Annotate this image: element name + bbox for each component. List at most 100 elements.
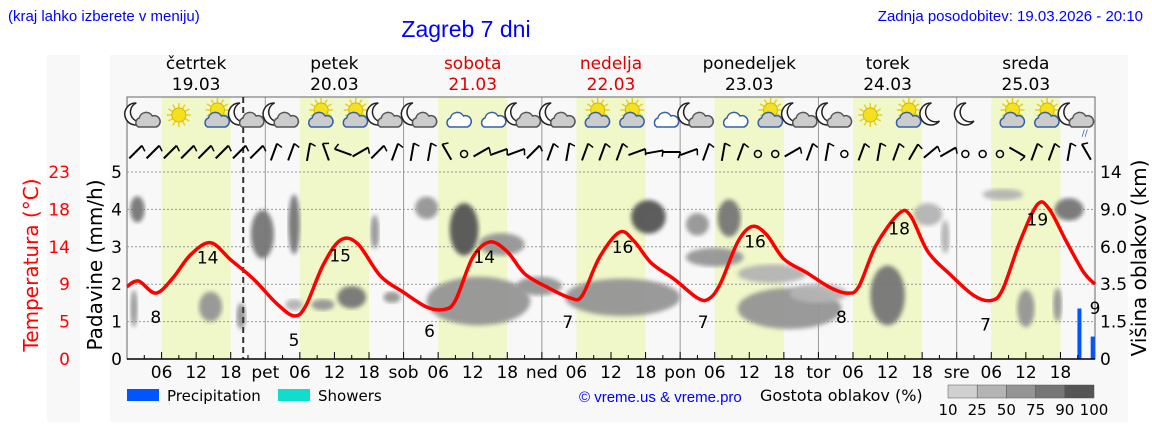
cloud-height-tick: 3.5 bbox=[1100, 275, 1127, 295]
wind-barb-icon bbox=[287, 142, 300, 161]
cloud-shape bbox=[411, 111, 438, 128]
sun-ray bbox=[863, 104, 868, 110]
barb-shaft bbox=[352, 146, 369, 158]
barb-feather bbox=[677, 151, 682, 159]
temp-label: 6 bbox=[424, 322, 435, 342]
sun-ray bbox=[603, 112, 609, 117]
wind-barb-icon bbox=[565, 142, 576, 162]
barb-shaft bbox=[215, 144, 230, 160]
cloud-shape bbox=[515, 111, 542, 128]
barb-feather bbox=[293, 142, 300, 149]
wind-barb-icon bbox=[232, 144, 250, 160]
barb-shaft bbox=[232, 144, 247, 160]
moon-crescent bbox=[953, 102, 975, 126]
sun-ray bbox=[898, 103, 904, 108]
wind-barb-icon bbox=[581, 142, 594, 161]
sun-ray bbox=[184, 108, 190, 113]
density-level: 25 bbox=[968, 401, 987, 419]
sun-ray bbox=[586, 103, 593, 108]
cloud-shape bbox=[238, 111, 265, 128]
wind-barb-icon bbox=[876, 142, 887, 162]
calm-wind-icon bbox=[995, 149, 1005, 159]
density-level: 100 bbox=[1080, 401, 1109, 419]
sun-ray bbox=[763, 99, 768, 105]
moon-icon bbox=[953, 102, 975, 126]
barb-shaft bbox=[736, 143, 745, 161]
cloud-shape bbox=[895, 111, 922, 128]
sun-ray bbox=[1015, 99, 1020, 105]
moon-cloud-icon bbox=[815, 102, 853, 128]
barb-feather bbox=[812, 142, 819, 149]
cloud-cell bbox=[717, 199, 741, 237]
x-tick-label: 18 bbox=[220, 363, 242, 383]
barb-shaft bbox=[615, 143, 624, 161]
sun-cloud-rain-icon bbox=[1034, 98, 1060, 128]
barb-feather bbox=[488, 147, 492, 154]
cloud-shape bbox=[999, 111, 1026, 128]
temp-label: 7 bbox=[980, 315, 991, 335]
sun-ray bbox=[361, 103, 367, 108]
temp-label: 18 bbox=[888, 219, 910, 239]
temp-label: 16 bbox=[744, 232, 766, 252]
barb-shaft bbox=[441, 143, 453, 161]
barb-feather bbox=[917, 143, 923, 150]
barb-shaft bbox=[923, 145, 939, 159]
barb-feather bbox=[334, 143, 340, 150]
cloud-cell bbox=[982, 188, 1023, 201]
density-swatch bbox=[1035, 384, 1066, 399]
barb-shaft bbox=[1047, 143, 1056, 161]
sun-icon bbox=[858, 103, 883, 127]
wind-barb-icon bbox=[334, 143, 352, 157]
cloud-density-legend: 10 25 50 75 90 100 bbox=[938, 384, 1109, 419]
barb-shaft bbox=[628, 147, 646, 157]
barb-feather bbox=[193, 145, 198, 152]
cloud-cell bbox=[789, 284, 848, 303]
location-hint[interactable]: (kraj lahko izberete v meniju) bbox=[8, 8, 200, 25]
precip-tick: 5 bbox=[111, 163, 122, 183]
barb-shaft bbox=[249, 144, 264, 160]
sun-cloud-rain-icon bbox=[999, 98, 1026, 128]
density-level: 10 bbox=[938, 401, 957, 419]
barb-shaft bbox=[679, 147, 698, 157]
wind-barb-icon bbox=[215, 144, 232, 160]
x-tick-label: 12 bbox=[462, 363, 484, 383]
cloud-cell bbox=[870, 265, 905, 326]
sun-ray bbox=[875, 108, 882, 113]
barb-feather bbox=[568, 142, 576, 147]
sun-ray bbox=[1049, 99, 1054, 105]
temp-label: 8 bbox=[836, 308, 847, 328]
barb-feather bbox=[587, 142, 594, 149]
copyright-link[interactable]: © vreme.us & vreme.pro bbox=[579, 389, 742, 406]
barb-feather bbox=[553, 142, 559, 149]
daylight-band bbox=[161, 97, 231, 359]
sun-ray bbox=[1052, 112, 1058, 117]
wind-barb-icon bbox=[370, 144, 388, 160]
barb-shaft bbox=[546, 143, 555, 161]
cloud-cell bbox=[311, 299, 335, 311]
cloud-cell bbox=[288, 194, 300, 255]
sun-ray bbox=[1018, 112, 1024, 117]
sun-ray bbox=[223, 112, 229, 117]
cloud-shape bbox=[273, 111, 300, 128]
wind-barb-icon bbox=[1080, 142, 1092, 161]
cloud-shape bbox=[446, 111, 473, 128]
wind-barb-icon bbox=[321, 142, 330, 161]
cloud-height-tick: 14 bbox=[1100, 163, 1122, 183]
barb-feather bbox=[708, 142, 715, 149]
barb-shaft bbox=[1080, 143, 1092, 161]
cloud-cell bbox=[564, 278, 681, 316]
barb-shaft bbox=[876, 142, 882, 162]
barb-feather bbox=[538, 145, 544, 152]
barb-shaft bbox=[507, 147, 525, 157]
temp-label: 14 bbox=[197, 249, 219, 269]
cloud-shape bbox=[826, 111, 853, 128]
precip-axis-label: Padavine (mm/h) bbox=[83, 179, 107, 350]
wind-barb-icon bbox=[615, 142, 629, 161]
sun-ray bbox=[168, 108, 174, 113]
sun-ray bbox=[184, 117, 190, 122]
sun-icon bbox=[166, 103, 191, 127]
sun-ray bbox=[1052, 103, 1058, 108]
x-tick-label: 12 bbox=[185, 363, 207, 383]
barb-feather bbox=[898, 142, 905, 149]
